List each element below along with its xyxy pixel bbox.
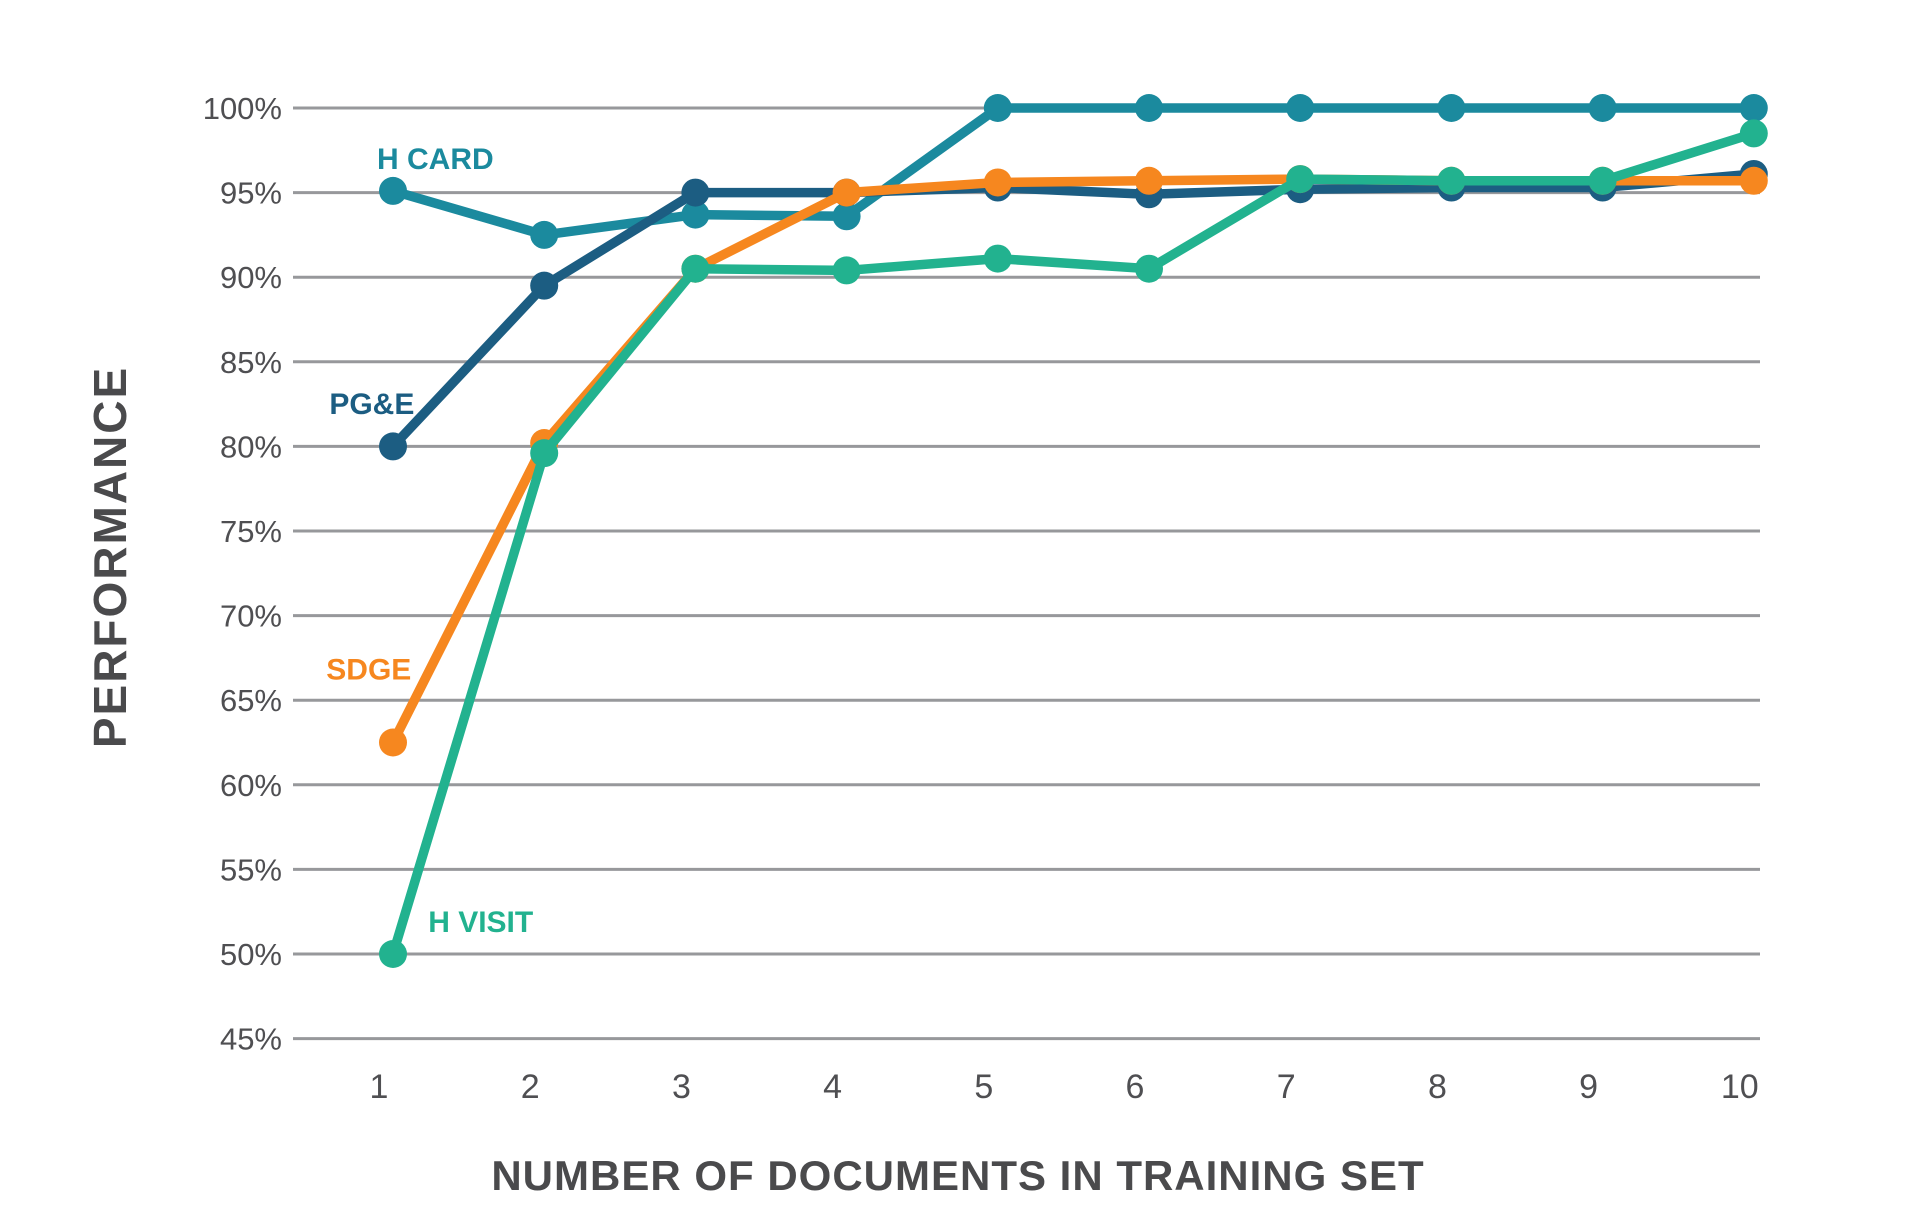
y-tick-label-85: 85% xyxy=(220,345,282,380)
series-line-pg-e xyxy=(388,169,1759,452)
y-tick-label-80: 80% xyxy=(220,429,282,464)
series-label-h-visit: H VISIT xyxy=(428,906,533,939)
data-point-pg-e-1 xyxy=(379,432,407,461)
data-point-h-card-4 xyxy=(832,202,861,231)
data-point-h-visit-7 xyxy=(1286,165,1315,194)
data-point-h-card-5 xyxy=(983,94,1012,122)
data-point-pg-e-2 xyxy=(530,271,559,300)
data-point-h-card-8 xyxy=(1437,94,1466,122)
x-tick-label-2: 2 xyxy=(521,1068,540,1106)
y-tick-label-100: 100% xyxy=(203,91,282,126)
data-point-h-visit-6 xyxy=(1135,254,1163,283)
y-tick-label-50: 50% xyxy=(220,937,282,972)
data-point-h-card-3 xyxy=(681,200,710,229)
data-point-sdge-10 xyxy=(1739,166,1768,195)
data-point-h-card-1 xyxy=(379,176,407,205)
y-tick-label-45: 45% xyxy=(220,1022,282,1057)
x-tick-label-3: 3 xyxy=(672,1068,691,1106)
series-label-h-card: H CARD xyxy=(377,143,494,176)
x-tick-label-10: 10 xyxy=(1721,1068,1759,1106)
x-tick-label-6: 6 xyxy=(1126,1068,1145,1106)
y-tick-label-65: 65% xyxy=(220,683,282,718)
x-tick-label-4: 4 xyxy=(823,1068,842,1106)
data-point-h-visit-3 xyxy=(681,254,710,283)
x-tick-label-8: 8 xyxy=(1428,1068,1447,1106)
data-point-h-card-6 xyxy=(1135,94,1163,122)
data-point-h-card-9 xyxy=(1588,94,1617,122)
data-point-h-visit-8 xyxy=(1437,166,1466,195)
y-tick-label-90: 90% xyxy=(220,260,282,295)
data-point-h-visit-1 xyxy=(379,940,407,968)
x-axis-title: NUMBER OF DOCUMENTS IN TRAINING SET xyxy=(491,1152,1425,1199)
data-point-sdge-5 xyxy=(983,168,1012,197)
data-point-h-card-10 xyxy=(1739,94,1768,122)
x-tick-label-9: 9 xyxy=(1579,1068,1598,1106)
data-point-h-card-2 xyxy=(530,220,559,249)
x-tick-label-7: 7 xyxy=(1277,1068,1296,1106)
data-point-sdge-1 xyxy=(379,728,407,757)
x-tick-label-5: 5 xyxy=(974,1068,993,1106)
data-point-sdge-6 xyxy=(1135,166,1163,195)
y-tick-label-55: 55% xyxy=(220,852,282,887)
series-line-h-visit xyxy=(388,128,1759,959)
y-tick-label-60: 60% xyxy=(220,768,282,803)
data-point-h-visit-4 xyxy=(832,256,861,285)
series-line-h-card xyxy=(388,103,1759,240)
series-label-pg-e: PG&E xyxy=(329,388,414,421)
series-label-sdge: SDGE xyxy=(326,654,411,687)
y-tick-label-95: 95% xyxy=(220,176,282,211)
data-point-h-visit-10 xyxy=(1739,119,1768,148)
data-point-h-card-7 xyxy=(1286,94,1315,122)
data-point-pg-e-3 xyxy=(681,178,710,207)
data-point-sdge-4 xyxy=(832,178,861,207)
data-point-h-visit-5 xyxy=(983,244,1012,273)
data-point-h-visit-9 xyxy=(1588,166,1617,195)
y-tick-label-75: 75% xyxy=(220,514,282,549)
y-tick-label-70: 70% xyxy=(220,599,282,634)
data-point-h-visit-2 xyxy=(530,439,559,468)
x-tick-label-1: 1 xyxy=(370,1068,389,1106)
